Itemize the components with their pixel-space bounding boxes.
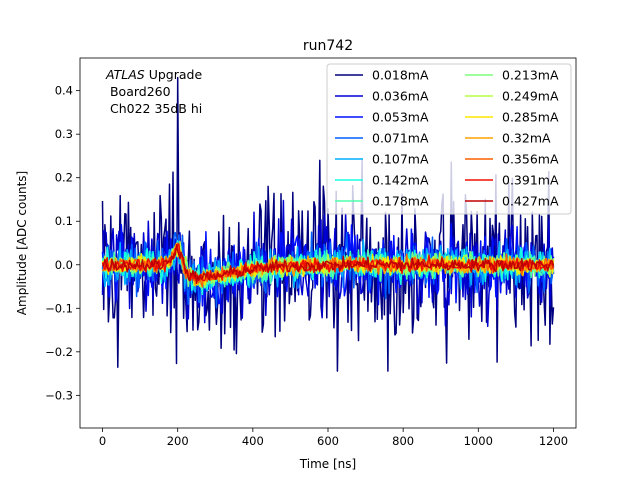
annotation-board: Board260 xyxy=(106,84,171,99)
y-tick-label: 0.2 xyxy=(55,171,73,185)
chart-title: run742 xyxy=(303,38,353,54)
y-tick-label: 0.1 xyxy=(55,214,73,228)
svg-text:ATLAS Upgrade: ATLAS Upgrade xyxy=(105,67,202,82)
legend-label: 0.178mA xyxy=(372,194,429,209)
y-tick-label: 0.4 xyxy=(55,84,73,98)
annotation-channel: Ch022 35dB hi xyxy=(106,101,202,116)
legend-label: 0.391mA xyxy=(502,173,559,188)
x-tick-label: 200 xyxy=(167,434,189,448)
x-axis-label: Time [ns] xyxy=(299,457,356,471)
x-axis: 0 200 400 600 800 1000 1200 xyxy=(99,428,568,448)
legend-label: 0.071mA xyxy=(372,131,429,146)
annotation: ATLAS Upgrade Board260 Ch022 35dB hi xyxy=(105,67,202,116)
legend-label: 0.053mA xyxy=(372,110,429,125)
legend-label: 0.018mA xyxy=(372,68,429,83)
annotation-upgrade: Upgrade xyxy=(145,67,203,82)
x-tick-label: 400 xyxy=(242,434,264,448)
legend-label: 0.107mA xyxy=(372,152,429,167)
y-axis-label: Amplitude [ADC counts] xyxy=(15,171,29,315)
y-tick-label: −0.2 xyxy=(45,345,73,359)
x-tick-label: 800 xyxy=(392,434,414,448)
y-tick-label: 0.0 xyxy=(55,258,73,272)
series-line xyxy=(102,243,555,285)
x-tick-label: 1000 xyxy=(464,434,493,448)
series-layer xyxy=(101,76,555,372)
legend-label: 0.285mA xyxy=(502,110,559,125)
x-tick-label: 0 xyxy=(99,434,106,448)
legend-label: 0.249mA xyxy=(502,89,559,104)
y-axis: −0.3 −0.2 −0.1 0.0 0.1 0.2 0.3 0.4 xyxy=(45,84,80,402)
legend-label: 0.356mA xyxy=(502,152,559,167)
legend-label: 0.036mA xyxy=(372,89,429,104)
x-tick-label: 600 xyxy=(317,434,339,448)
y-tick-label: −0.1 xyxy=(45,301,73,315)
y-tick-label: 0.3 xyxy=(55,127,73,141)
annotation-atlas: ATLAS xyxy=(105,67,145,82)
legend-label: 0.213mA xyxy=(502,68,559,83)
y-tick-label: −0.3 xyxy=(45,388,73,402)
legend-label: 0.142mA xyxy=(372,173,429,188)
legend-label: 0.32mA xyxy=(502,131,551,146)
legend: 0.018mA 0.036mA 0.053mA 0.071mA 0.107mA 0.142… xyxy=(326,63,572,215)
legend-label: 0.427mA xyxy=(502,194,559,209)
legend-box xyxy=(326,63,572,215)
series-line xyxy=(101,243,555,282)
x-tick-label: 1200 xyxy=(539,434,568,448)
